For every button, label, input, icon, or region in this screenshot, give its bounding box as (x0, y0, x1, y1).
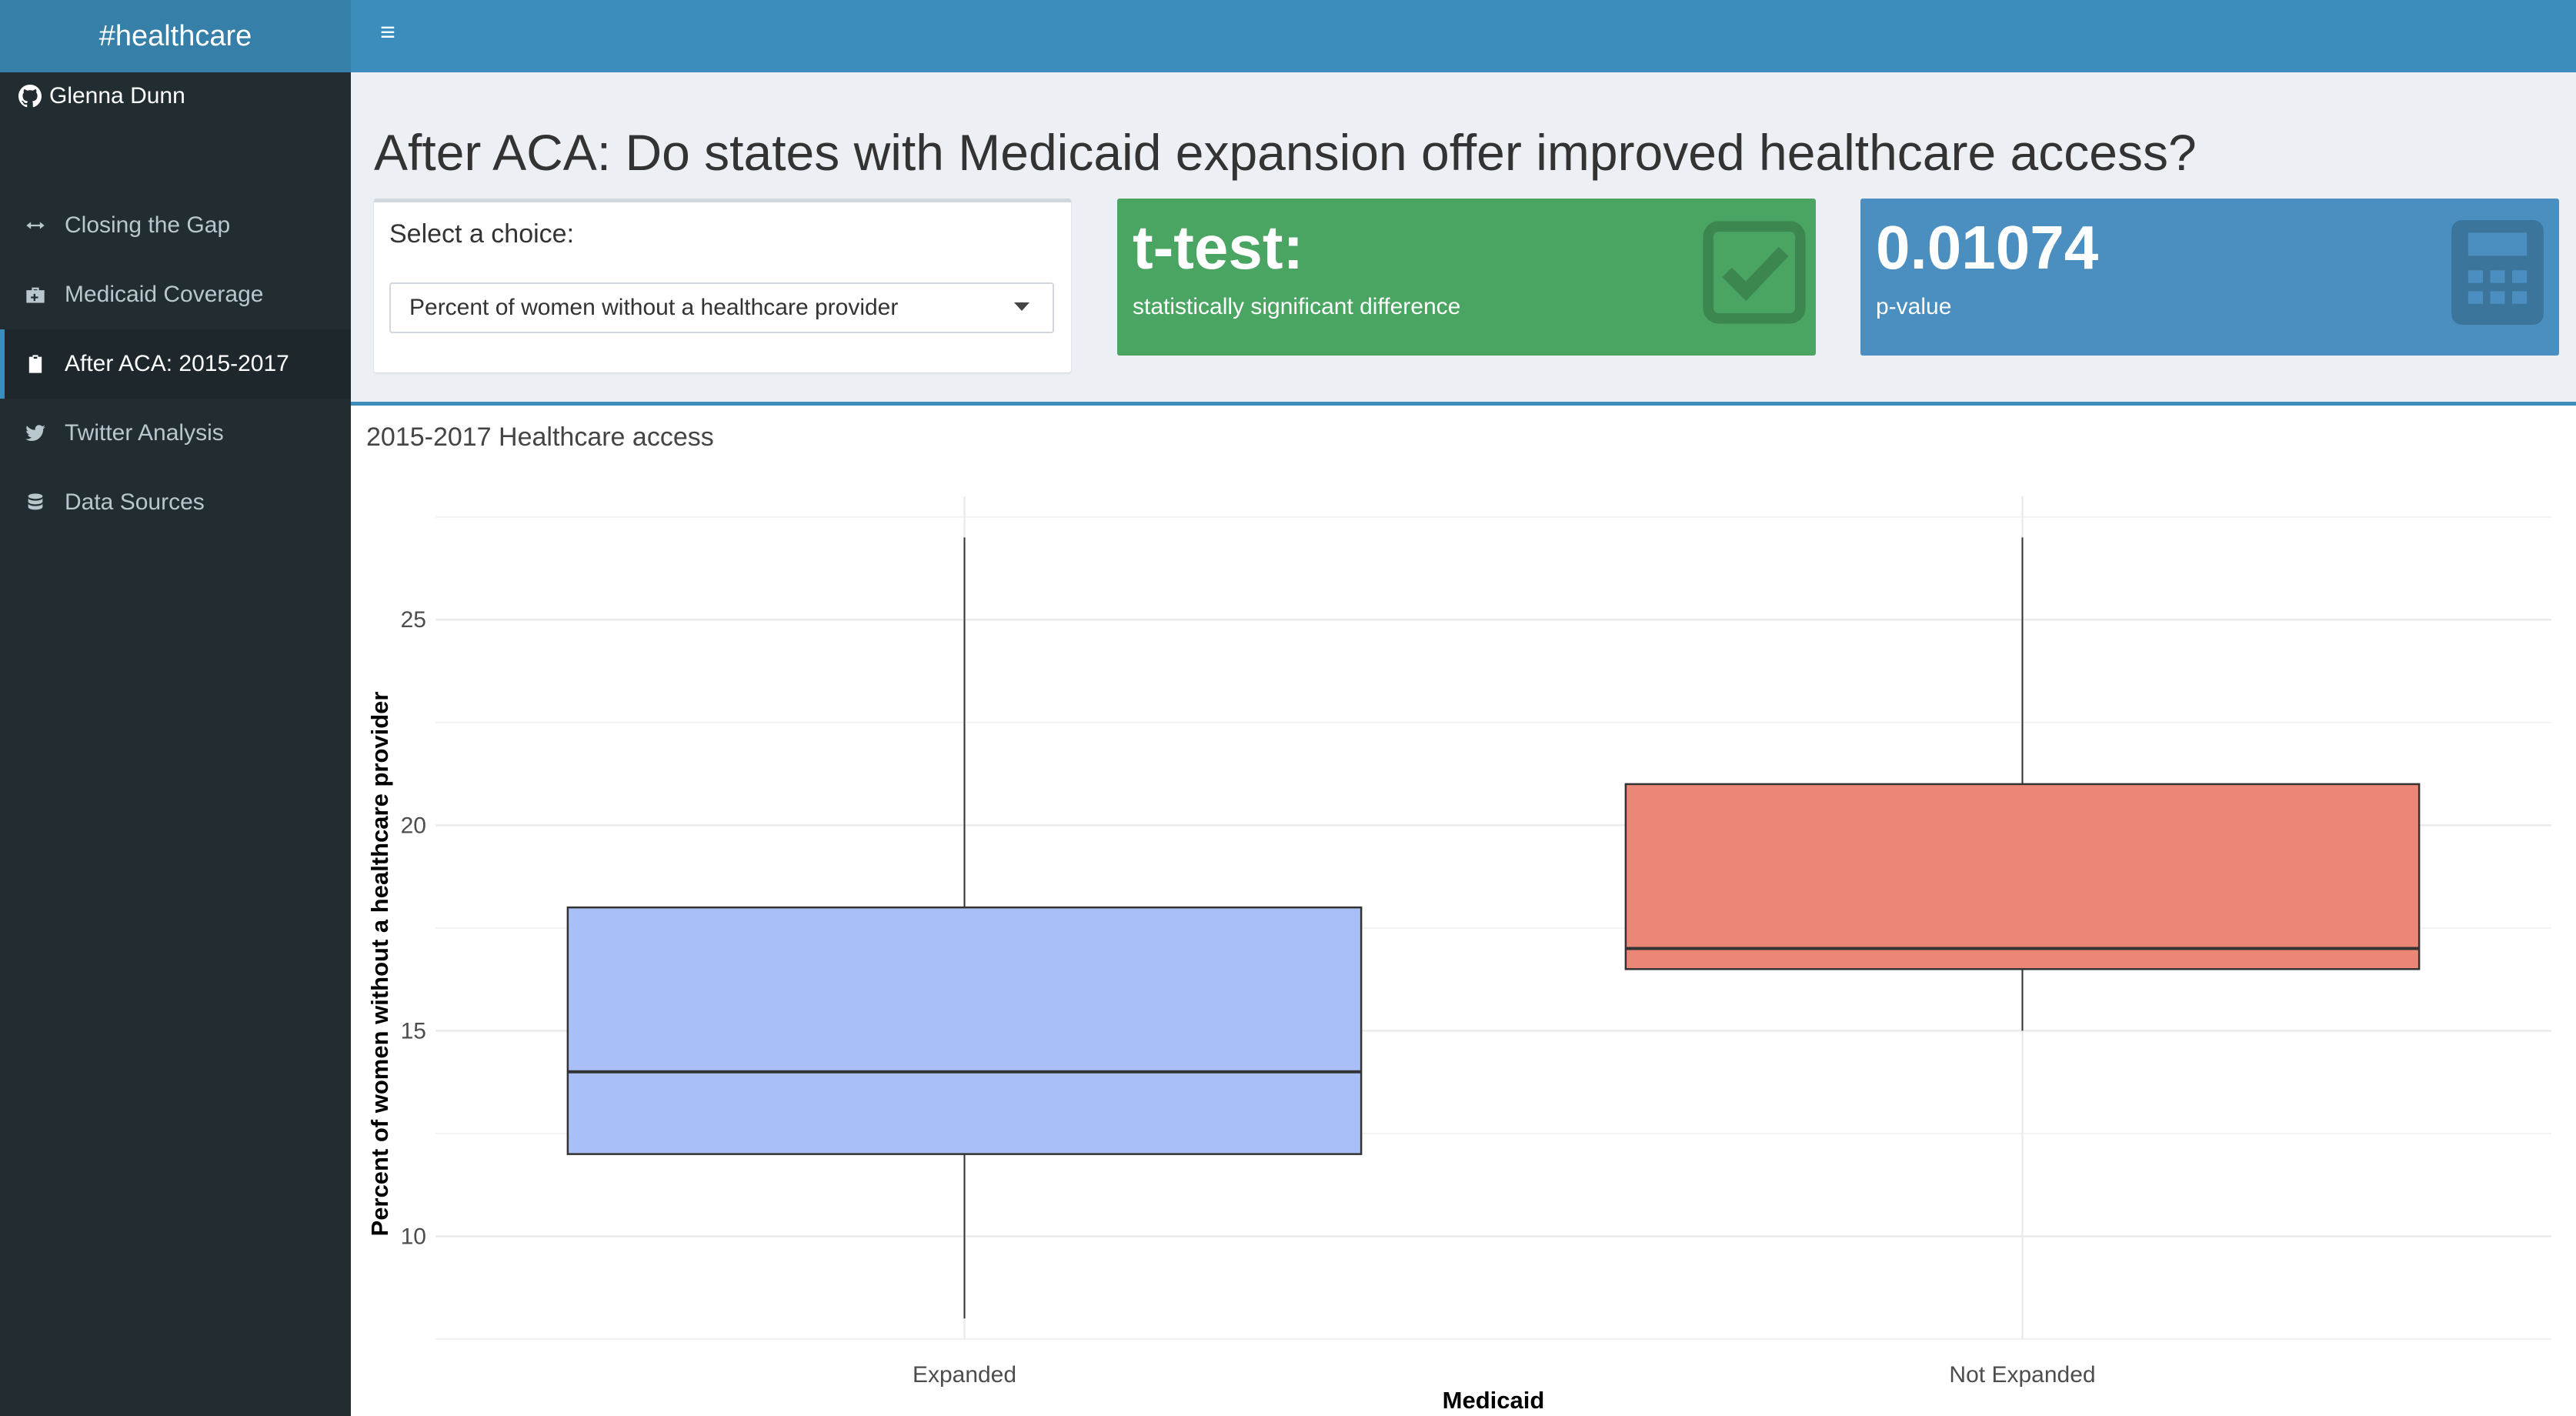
database-icon (23, 490, 48, 515)
twitter-icon (23, 421, 48, 446)
top-navbar: ≡ (351, 0, 2576, 72)
sidebar-item-data-sources[interactable]: Data Sources (0, 468, 351, 537)
chart-box: 2015-2017 Healthcare access 10 15 20 25 Expa… (351, 402, 2576, 1416)
sidebar-item-twitter-analysis[interactable]: Twitter Analysis (0, 399, 351, 468)
choice-dropdown[interactable]: Percent of women without a healthcare pr… (389, 282, 1054, 333)
y-tick-label: 15 (401, 1018, 426, 1044)
pvalue-value: 0.01074 (1876, 213, 2099, 282)
pvalue-subtitle: p-value (1876, 294, 1952, 319)
boxplot-chart: 10 15 20 25 Expanded Not Expanded Medicaid Perc… (366, 496, 2551, 1414)
x-axis-title: Medicaid (1443, 1387, 1545, 1414)
app-logo-text: #healthcare (98, 19, 252, 52)
sidebar-item-label: After ACA: 2015-2017 (65, 351, 289, 376)
y-tick-label: 20 (401, 813, 426, 838)
check-square-icon (1703, 221, 1806, 324)
sidebar-menu: Closing the Gap Medicaid Coverage After … (0, 191, 351, 537)
ttest-value-box: t-test: statistically significant differ… (1117, 199, 1816, 356)
y-axis-title: Percent of women without a healthcare pr… (366, 692, 393, 1237)
caret-down-icon (1014, 302, 1029, 311)
hamburger-icon[interactable]: ≡ (380, 17, 395, 47)
choice-dropdown-value: Percent of women without a healthcare pr… (409, 295, 899, 320)
x-tick-label: Expanded (913, 1362, 1016, 1388)
sidebar-item-label: Data Sources (65, 489, 205, 515)
user-link[interactable]: Glenna Dunn (18, 83, 185, 109)
github-icon (18, 85, 42, 108)
box-not-expanded (1624, 537, 2421, 1031)
box-body (566, 906, 1363, 1155)
chart-title: 2015-2017 Healthcare access (366, 422, 714, 452)
choice-selector-box: Select a choice: Percent of women withou… (374, 199, 1071, 372)
user-name: Glenna Dunn (49, 83, 185, 109)
pvalue-value-box: 0.01074 p-value (1860, 199, 2559, 356)
sidebar-item-label: Twitter Analysis (65, 420, 224, 446)
sidebar-item-label: Medicaid Coverage (65, 282, 264, 307)
sidebar-item-after-aca[interactable]: After ACA: 2015-2017 (0, 329, 351, 399)
clipboard-icon (23, 352, 48, 376)
select-label: Select a choice: (389, 219, 575, 249)
box-body (1624, 783, 2421, 970)
sidebar: Glenna Dunn Closing the Gap Medicaid Cov… (0, 72, 351, 1416)
calculator-icon (2451, 220, 2544, 325)
app-logo[interactable]: #healthcare (0, 0, 351, 72)
sidebar-item-label: Closing the Gap (65, 212, 231, 238)
ttest-subtitle: statistically significant difference (1133, 294, 1461, 319)
y-tick-label: 10 (401, 1224, 426, 1249)
page-title: After ACA: Do states with Medicaid expan… (374, 124, 2197, 181)
ttest-value: t-test: (1133, 213, 1304, 282)
y-tick-label: 25 (401, 607, 426, 633)
arrows-horizontal-icon (23, 213, 48, 238)
box-expanded (566, 537, 1363, 1319)
sidebar-item-closing-the-gap[interactable]: Closing the Gap (0, 191, 351, 260)
x-tick-label: Not Expanded (1949, 1362, 2095, 1388)
sidebar-item-medicaid-coverage[interactable]: Medicaid Coverage (0, 260, 351, 329)
medkit-icon (23, 282, 48, 307)
